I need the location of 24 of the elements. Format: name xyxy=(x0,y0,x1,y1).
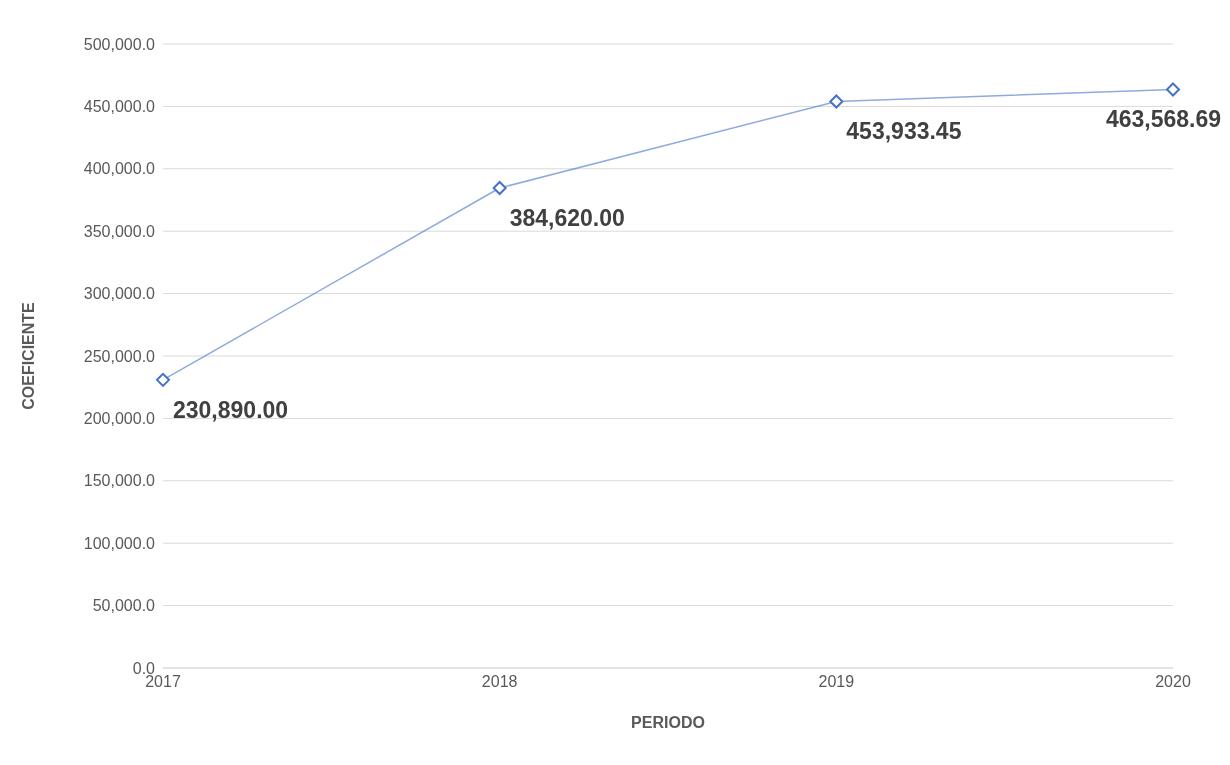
y-tick-label: 500,000.0 xyxy=(83,35,156,53)
y-tick-label: 50,000.0 xyxy=(92,597,156,615)
data-label: 230,890.00 xyxy=(173,396,289,423)
point xyxy=(1166,82,1180,97)
x-tick-label: 2018 xyxy=(481,673,518,691)
y-tick-label: 200,000.0 xyxy=(83,410,156,428)
y-tick-label: 400,000.0 xyxy=(83,160,156,178)
x-axis-title: PERIODO xyxy=(631,714,705,731)
point xyxy=(829,94,844,109)
data-label: 453,933.45 xyxy=(846,118,962,145)
y-tick-label: 300,000.0 xyxy=(83,285,156,303)
point xyxy=(492,180,507,195)
y-tick-label: 250,000.0 xyxy=(83,347,156,365)
data-label: 463,568.69 xyxy=(1105,106,1221,133)
point xyxy=(156,372,170,387)
x-tick-label: 2017 xyxy=(145,673,181,691)
data-label: 384,620.00 xyxy=(509,204,625,231)
x-tick-label: 2019 xyxy=(818,673,855,691)
y-tick-label: 100,000.0 xyxy=(83,534,156,552)
y-axis-title: COEFICIENTE xyxy=(19,301,37,410)
y-tick-label: 350,000.0 xyxy=(83,222,156,240)
x-tick-label: 2020 xyxy=(1155,673,1191,691)
y-tick-label: 150,000.0 xyxy=(83,472,156,490)
y-tick-label: 450,000.0 xyxy=(83,98,156,116)
